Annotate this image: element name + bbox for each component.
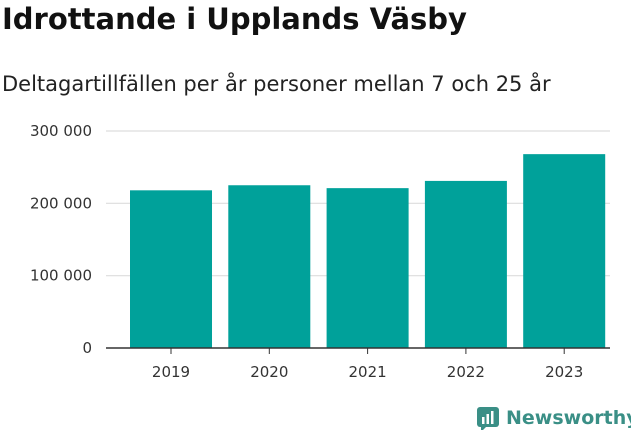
x-tick-label: 2021 xyxy=(349,363,387,381)
axes: 0 100 000 200 000 300 000 2019 2020 2021 2022 20… xyxy=(30,122,610,381)
y-tick-label: 0 xyxy=(82,339,92,357)
chart-title: Idrottande i Upplands Väsby xyxy=(2,2,467,36)
bar-2020 xyxy=(228,185,311,348)
y-tick-label: 300 000 xyxy=(30,122,92,140)
x-tick-label: 2019 xyxy=(152,363,190,381)
newsworthy-brand: Newsworthy xyxy=(476,406,631,430)
x-tick-label: 2022 xyxy=(447,363,485,381)
x-tick-label: 2023 xyxy=(545,363,583,381)
bar-2019 xyxy=(130,190,213,348)
bar-2021 xyxy=(326,188,409,348)
x-tick-label: 2020 xyxy=(250,363,288,381)
y-tick-label: 200 000 xyxy=(30,194,92,212)
bars xyxy=(130,154,606,348)
brand-name: Newsworthy xyxy=(506,407,631,429)
newsworthy-logo-icon xyxy=(477,407,499,430)
bar-2022 xyxy=(424,180,507,348)
y-tick-label: 100 000 xyxy=(30,267,92,285)
bar-2023 xyxy=(523,154,606,348)
chart-subtitle: Deltagartillfällen per år personer mella… xyxy=(2,72,551,96)
